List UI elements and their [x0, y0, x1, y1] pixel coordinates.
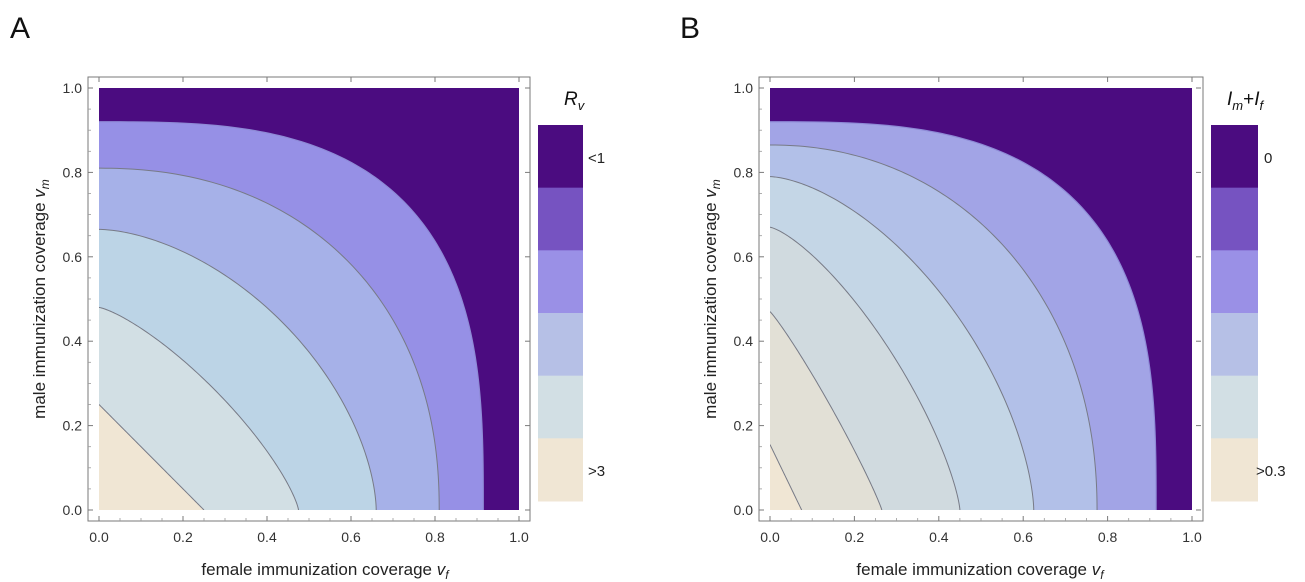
legend-swatch	[1211, 125, 1258, 189]
x-tick-label: 0.4	[257, 529, 277, 545]
axis-ticks-a: 0.0 0.2 0.4 0.6 0.8 1.0 0.0 0.2 0.4 0.6 0.8 1.0	[63, 77, 530, 545]
x-tick-label: 0.2	[845, 529, 865, 545]
panel-a: A 0.0 0.2 0.4 0.6 0.8 1.0 0.0 0.2 0.4 0.6 0.8 1.0 f…	[10, 12, 605, 582]
contour-line	[770, 176, 1035, 510]
legend-top-label-a: <1	[588, 150, 605, 167]
contour-line	[99, 121, 484, 510]
panel-b: B 0.0 0.2 0.4 0.6 0.8 1.0 0.0 0.2 0.4 0.6 0.8 1.0 f…	[680, 12, 1286, 582]
legend-swatch	[538, 438, 583, 502]
y-axis-label-b: male immunization coverage vm	[701, 179, 723, 419]
x-tick-label: 0.8	[425, 529, 445, 545]
contour-region	[770, 311, 882, 510]
legend-swatch	[1211, 250, 1258, 314]
x-tick-label: 0.8	[1098, 529, 1118, 545]
contour-lines-a	[99, 121, 484, 510]
legend-title-b: Im+If	[1227, 89, 1265, 113]
x-tick-label: 0.0	[760, 529, 780, 545]
contour-line	[770, 226, 961, 510]
contour-line	[99, 228, 377, 510]
legend-bottom-label-a: >3	[588, 463, 605, 480]
contour-regions-a	[99, 88, 519, 510]
y-tick-label: 0.2	[63, 418, 83, 434]
legend-swatch	[538, 187, 583, 251]
legend-title-a: Rv	[564, 89, 586, 113]
legend-swatch	[538, 250, 583, 314]
legend-swatch	[1211, 375, 1258, 439]
legend-swatch	[538, 375, 583, 439]
legend-swatch	[1211, 187, 1258, 251]
x-tick-label: 1.0	[1182, 529, 1202, 545]
legend-b	[1211, 125, 1258, 502]
y-tick-label: 0.4	[63, 333, 83, 349]
panel-label-a: A	[10, 12, 30, 45]
legend-swatch	[538, 313, 583, 377]
y-tick-label: 0.4	[734, 333, 754, 349]
y-tick-label: 0.6	[63, 249, 83, 265]
x-axis-label-a: female immunization coverage vf	[201, 560, 450, 582]
x-tick-label: 0.6	[341, 529, 361, 545]
contour-lines-b	[770, 121, 1157, 510]
y-tick-label: 0.0	[63, 502, 83, 518]
y-tick-label: 0.8	[734, 164, 754, 180]
y-tick-label: 1.0	[734, 80, 754, 96]
x-tick-label: 0.0	[89, 529, 109, 545]
y-tick-label: 0.2	[734, 418, 754, 434]
contour-regions-b	[770, 88, 1192, 510]
legend-swatch	[1211, 438, 1258, 502]
x-tick-label: 0.4	[929, 529, 949, 545]
contour-line	[770, 444, 803, 510]
y-tick-label: 0.0	[734, 502, 754, 518]
x-tick-label: 1.0	[509, 529, 529, 545]
x-axis-label-b: female immunization coverage vf	[856, 560, 1105, 582]
x-tick-label: 0.2	[173, 529, 193, 545]
panel-label-b: B	[680, 12, 700, 45]
legend-bottom-label-b: >0.3	[1256, 463, 1286, 480]
contour-line	[770, 144, 1098, 510]
x-tick-label: 0.6	[1013, 529, 1033, 545]
y-tick-label: 1.0	[63, 80, 83, 96]
axis-ticks-b: 0.0 0.2 0.4 0.6 0.8 1.0 0.0 0.2 0.4 0.6 0.8 1.0	[734, 77, 1202, 545]
contour-line	[99, 167, 440, 510]
legend-swatch	[1211, 313, 1258, 377]
contour-line	[770, 311, 883, 510]
legend-top-label-b: 0	[1264, 150, 1272, 167]
y-tick-label: 0.8	[63, 164, 83, 180]
legend-a	[538, 125, 583, 502]
y-tick-label: 0.6	[734, 249, 754, 265]
contour-line	[770, 121, 1157, 510]
contour-line	[99, 306, 299, 510]
contour-line	[99, 404, 205, 510]
legend-swatch	[538, 125, 583, 189]
y-axis-label-a: male immunization coverage vm	[30, 179, 52, 419]
